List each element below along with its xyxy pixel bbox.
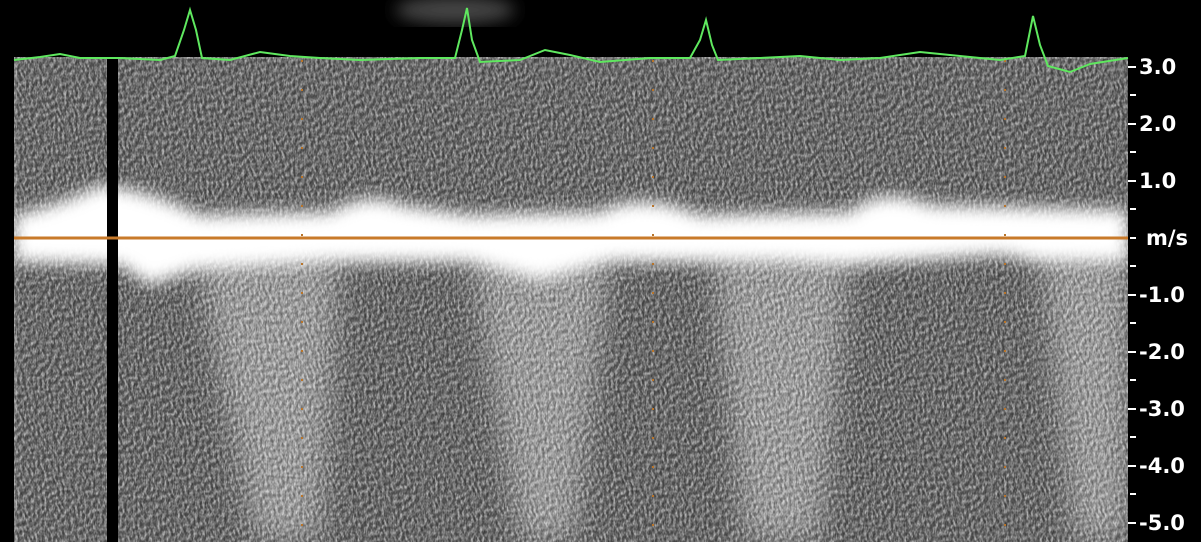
unit-label: m/s — [1146, 226, 1188, 250]
tick-label: -2.0 — [1139, 340, 1185, 364]
tick-label: -1.0 — [1139, 283, 1185, 307]
tick-label: -4.0 — [1139, 454, 1185, 478]
tick-label: 2.0 — [1139, 112, 1176, 136]
tick-label: 3.0 — [1139, 55, 1176, 79]
sweep-gap — [107, 57, 118, 542]
doppler-view: m/s 3.0 2.0 1.0 -1.0 -2.0 -3.0 -4.0 -5.0 — [0, 0, 1201, 542]
tick-label: -3.0 — [1139, 397, 1185, 421]
tick-label: -5.0 — [1139, 511, 1185, 535]
tick-label: 1.0 — [1139, 169, 1176, 193]
spectrum — [14, 57, 1131, 542]
